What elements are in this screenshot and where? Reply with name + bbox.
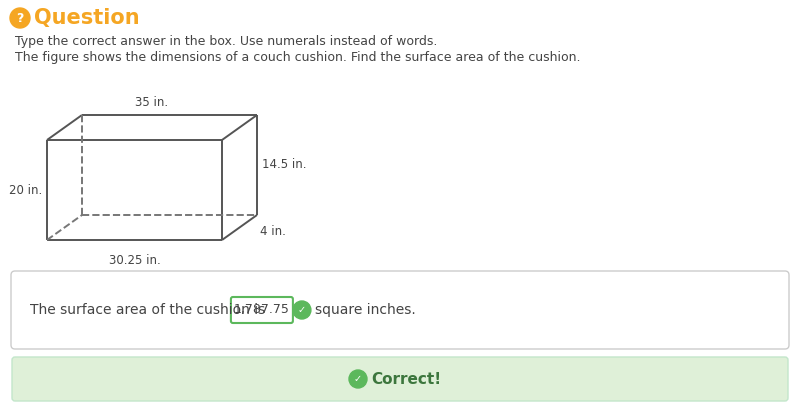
Text: Type the correct answer in the box. Use numerals instead of words.: Type the correct answer in the box. Use … [15, 35, 438, 48]
FancyBboxPatch shape [11, 271, 789, 349]
FancyBboxPatch shape [12, 357, 788, 401]
Text: The surface area of the cushion is: The surface area of the cushion is [30, 303, 266, 317]
Text: The figure shows the dimensions of a couch cushion. Find the surface area of the: The figure shows the dimensions of a cou… [15, 50, 581, 63]
Text: ✓: ✓ [298, 305, 306, 315]
Circle shape [349, 370, 367, 388]
Text: square inches.: square inches. [315, 303, 416, 317]
Text: 1,787.75: 1,787.75 [234, 304, 290, 317]
Text: 4 in.: 4 in. [260, 225, 286, 238]
Text: Question: Question [34, 8, 140, 28]
Text: 20 in.: 20 in. [9, 184, 42, 197]
Text: 30.25 in.: 30.25 in. [109, 254, 160, 267]
FancyBboxPatch shape [231, 297, 293, 323]
Text: 35 in.: 35 in. [135, 96, 169, 109]
Circle shape [10, 8, 30, 28]
Text: Correct!: Correct! [371, 372, 441, 387]
Circle shape [293, 301, 311, 319]
Text: ?: ? [16, 11, 24, 24]
Text: ✓: ✓ [354, 374, 362, 384]
Text: 14.5 in.: 14.5 in. [262, 158, 306, 171]
